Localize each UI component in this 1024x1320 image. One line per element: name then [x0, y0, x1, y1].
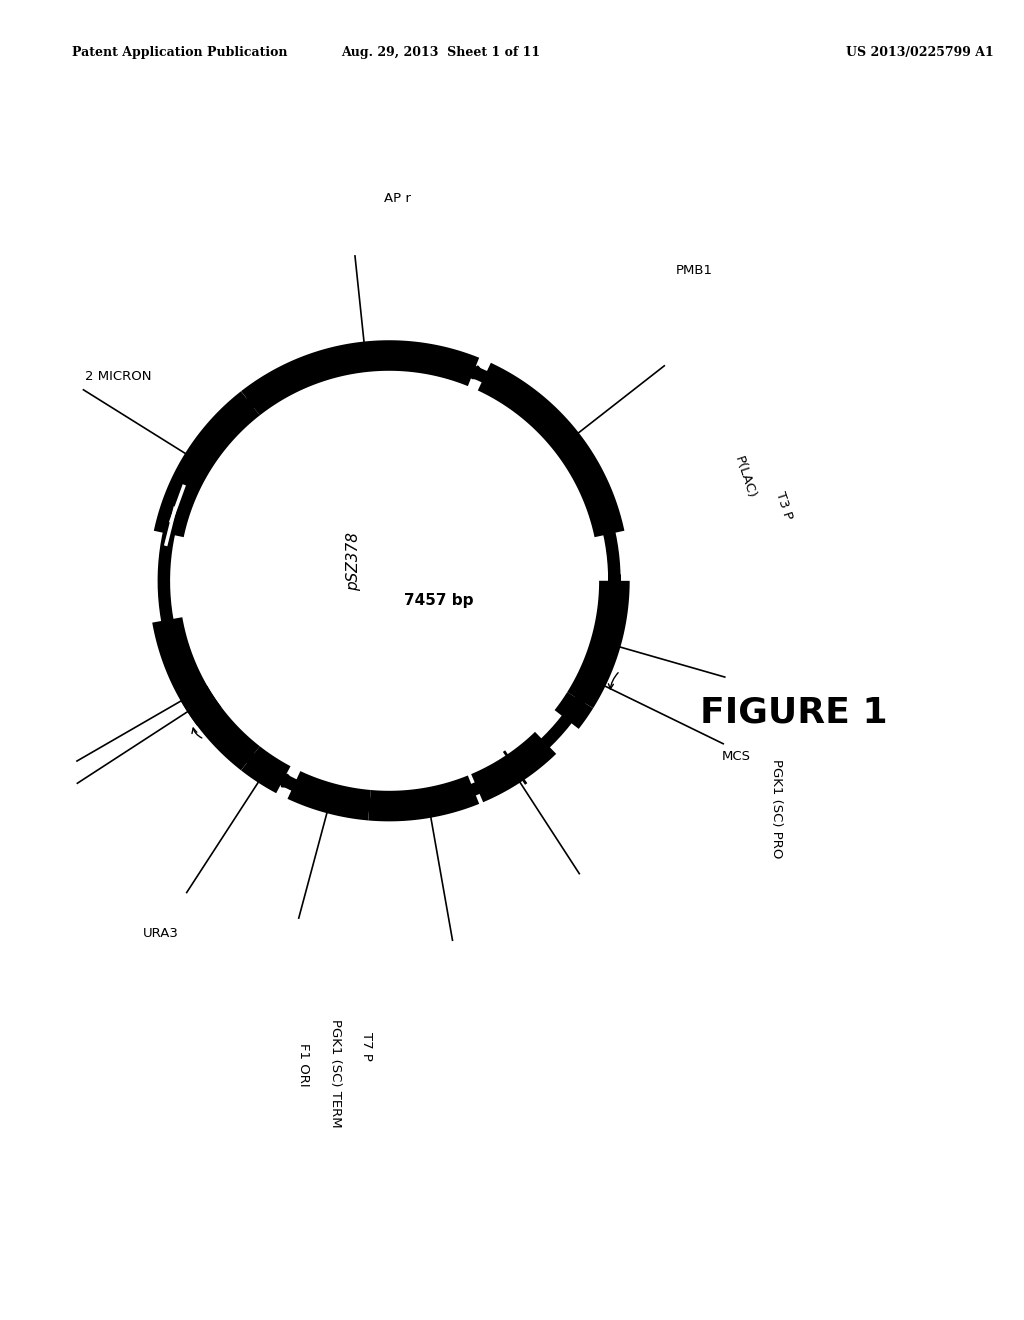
Text: URA3: URA3	[143, 927, 179, 940]
Text: pSZ378: pSZ378	[346, 532, 360, 590]
Text: FIGURE 1: FIGURE 1	[699, 696, 888, 730]
Text: P(LAC): P(LAC)	[732, 455, 758, 500]
Text: Aug. 29, 2013  Sheet 1 of 11: Aug. 29, 2013 Sheet 1 of 11	[341, 46, 540, 59]
Text: MCS: MCS	[722, 750, 751, 763]
Text: 7457 bp: 7457 bp	[404, 593, 474, 609]
Text: PMB1: PMB1	[676, 264, 713, 277]
Text: F1 ORI: F1 ORI	[297, 1043, 309, 1086]
Text: T7 P: T7 P	[360, 1032, 373, 1061]
Text: PGK1 (SC) PRO: PGK1 (SC) PRO	[770, 759, 783, 859]
Text: AP r: AP r	[384, 191, 411, 205]
Text: T3 P: T3 P	[773, 490, 795, 521]
Text: Patent Application Publication: Patent Application Publication	[72, 46, 287, 59]
Text: 2 MICRON: 2 MICRON	[85, 370, 152, 383]
Text: PGK1 (SC) TERM: PGK1 (SC) TERM	[330, 1019, 342, 1127]
Text: US 2013/0225799 A1: US 2013/0225799 A1	[846, 46, 993, 59]
